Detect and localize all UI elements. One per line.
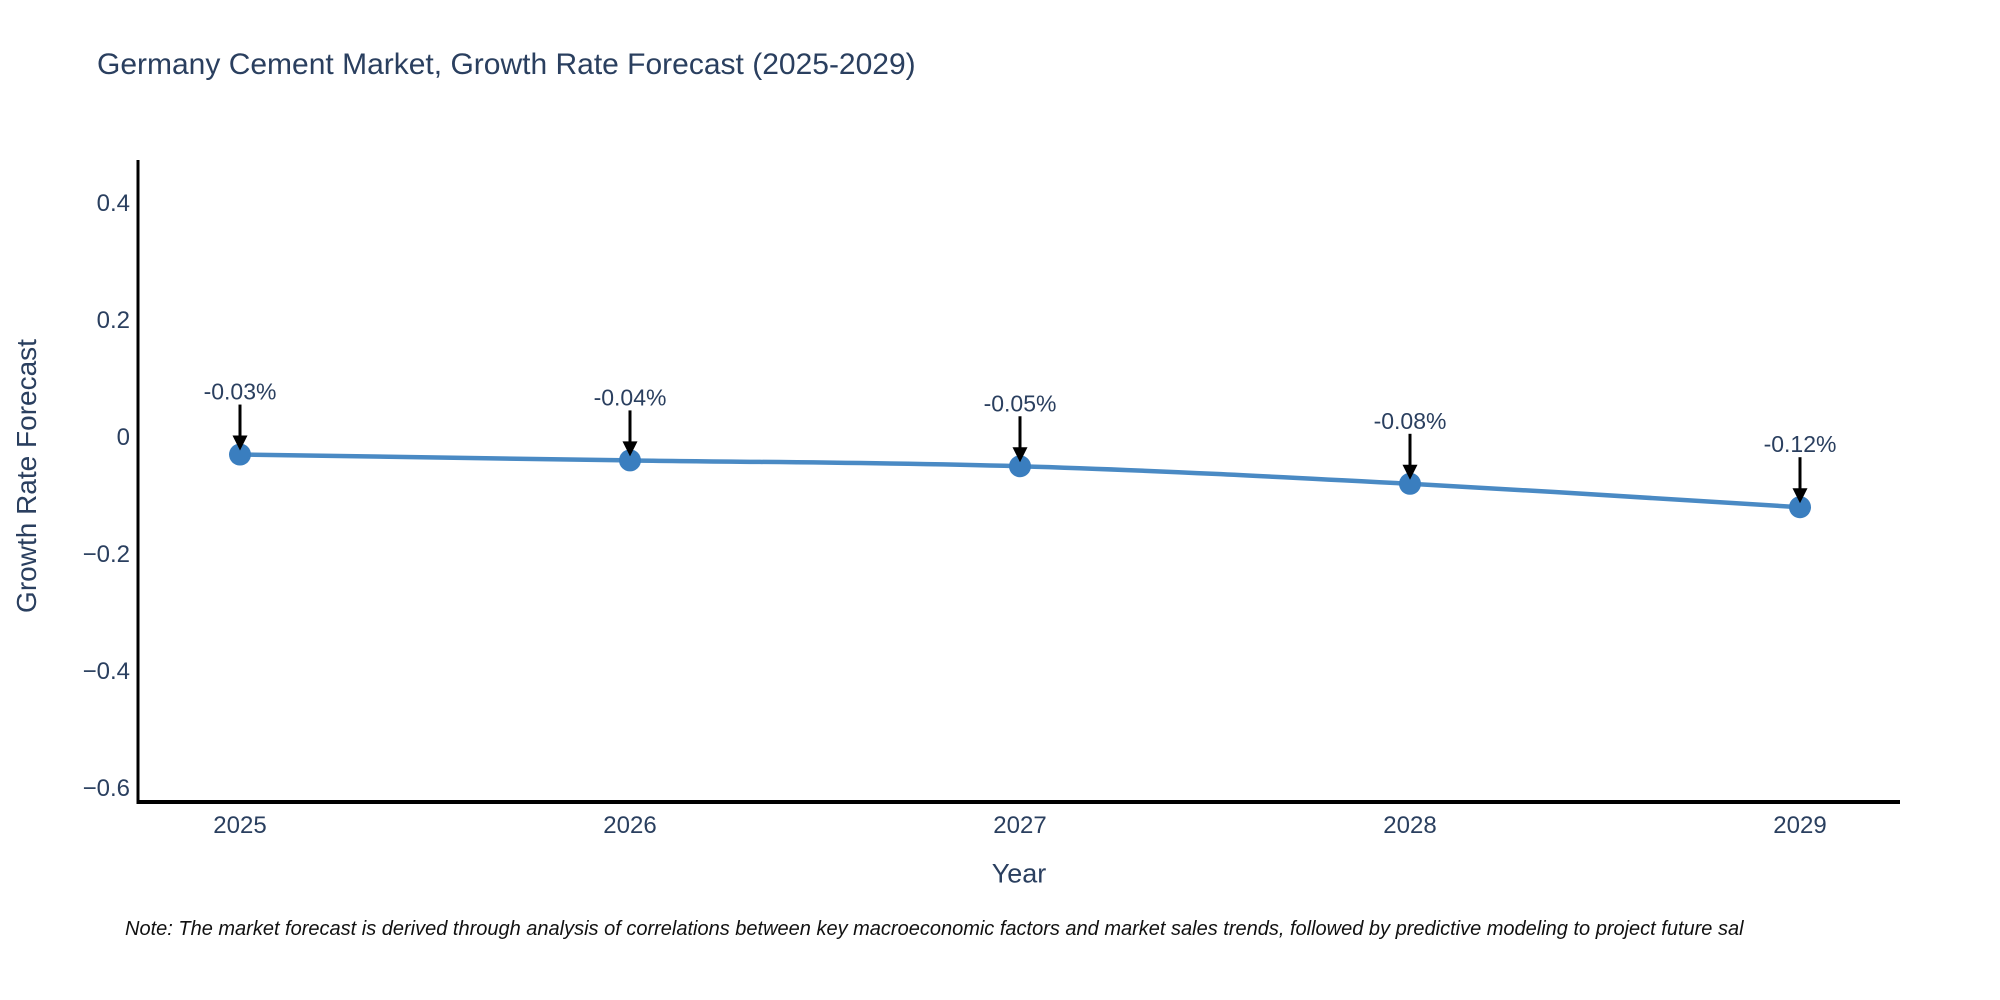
y-tick-label: 0.4 <box>97 190 130 217</box>
data-point-2029 <box>1789 496 1811 519</box>
annotation-arrow-head <box>232 435 248 451</box>
annotation-label: -0.12% <box>1764 431 1837 457</box>
annotation-arrow-head <box>1012 447 1028 463</box>
x-tick-label: 2028 <box>1383 812 1436 839</box>
annotation-label: -0.04% <box>594 384 667 410</box>
data-point-2027 <box>1009 455 1031 478</box>
data-point-2028 <box>1399 472 1421 495</box>
annotation-arrow-head <box>622 441 638 457</box>
x-tick-label: 2029 <box>1773 812 1826 839</box>
y-tick-label: −0.4 <box>83 658 130 685</box>
y-tick-label: −0.6 <box>83 775 130 802</box>
annotation-label: -0.05% <box>984 390 1057 416</box>
y-tick-label: −0.2 <box>83 541 130 568</box>
x-tick-label: 2026 <box>603 812 656 839</box>
data-point-2026 <box>619 449 641 472</box>
annotation-label: -0.08% <box>1374 408 1447 434</box>
x-axis-title: Year <box>991 858 1047 889</box>
annotation-arrow-head <box>1402 464 1418 480</box>
footnote: Note: The market forecast is derived thr… <box>125 918 1744 940</box>
annotation-label: -0.03% <box>204 379 277 405</box>
data-point-2025 <box>229 443 251 466</box>
x-tick-label: 2027 <box>993 812 1046 839</box>
annotation-arrow-head <box>1792 488 1808 504</box>
y-tick-label: 0.2 <box>97 307 130 334</box>
x-tick-label: 2025 <box>213 812 266 839</box>
chart-title: Germany Cement Market, Growth Rate Forec… <box>97 48 916 81</box>
y-tick-label: 0 <box>117 424 130 451</box>
